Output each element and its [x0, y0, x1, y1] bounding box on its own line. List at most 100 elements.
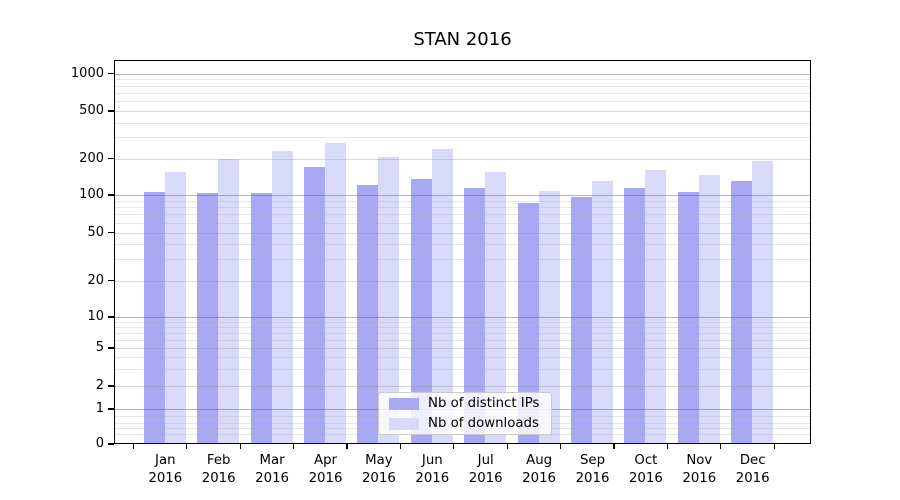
gridline-major — [114, 195, 811, 196]
plot-area — [114, 60, 811, 444]
y-tick-label: 10 — [87, 309, 104, 324]
gridline-minor — [114, 122, 811, 124]
x-tick — [186, 444, 188, 449]
gridline — [114, 232, 811, 234]
bar-downloads-apr — [325, 142, 346, 443]
gridline-minor — [114, 79, 811, 81]
y-tick — [108, 72, 114, 75]
legend-item-distinct-ips: Nb of distinct IPs — [389, 396, 541, 411]
y-tick — [108, 347, 114, 349]
y-tick-label: 5 — [95, 340, 104, 355]
legend-swatch-downloads — [389, 417, 419, 430]
x-tick-label-apr: Apr 2016 — [308, 453, 343, 486]
bar-downloads-jan — [164, 171, 186, 443]
x-tick-label-jan: Jan 2016 — [148, 453, 183, 486]
legend-label-distinct-ips: Nb of distinct IPs — [428, 396, 540, 411]
x-tick-label-mar: Mar 2016 — [255, 453, 290, 486]
y-tick — [108, 157, 114, 160]
x-tick — [613, 444, 615, 449]
legend-label-downloads: Nb of downloads — [428, 416, 539, 431]
y-tick-label: 50 — [87, 224, 104, 240]
x-tick — [453, 444, 455, 449]
y-tick-label: 1 — [95, 401, 104, 416]
y-tick — [108, 194, 114, 196]
gridline — [114, 158, 811, 160]
bar-ips-dec — [731, 181, 753, 443]
y-tick — [108, 231, 114, 234]
y-tick-label: 1000 — [70, 65, 104, 81]
x-tick-label-oct: Oct 2016 — [628, 453, 663, 486]
x-tick — [666, 444, 668, 449]
x-tick-label-aug: Aug 2016 — [522, 453, 557, 486]
bar-ips-jan — [143, 192, 165, 443]
gridline-minor — [114, 214, 811, 216]
y-tick — [108, 316, 114, 318]
y-tick-label: 20 — [87, 272, 104, 288]
x-tick-label-sep: Sep 2016 — [575, 453, 610, 486]
legend-swatch-distinct-ips — [389, 397, 419, 410]
bar-downloads-sep — [592, 181, 613, 443]
legend: Nb of distinct IPs Nb of downloads — [378, 392, 552, 435]
gridline-minor — [114, 85, 811, 87]
y-tick — [108, 279, 114, 282]
chart-title: STAN 2016 — [413, 29, 512, 50]
gridline — [114, 111, 811, 112]
bar-downloads-oct — [645, 170, 667, 443]
gridline-minor — [114, 321, 811, 323]
x-tick — [132, 444, 134, 449]
gridline-minor — [114, 137, 811, 139]
bar-downloads-jul — [485, 171, 507, 443]
gridline-minor — [114, 207, 811, 209]
gridline — [114, 386, 811, 387]
x-tick-label-dec: Dec 2016 — [735, 453, 770, 486]
bar-ips-aug — [517, 202, 539, 443]
y-tick-label: 2 — [95, 378, 104, 393]
bar-ips-feb — [197, 193, 219, 443]
bar-downloads-may — [378, 157, 400, 443]
bar-downloads-mar — [271, 150, 293, 443]
bar-ips-sep — [571, 196, 592, 443]
bar-ips-nov — [677, 191, 699, 443]
y-tick-label: 100 — [79, 187, 104, 202]
bar-ips-apr — [304, 167, 325, 443]
gridline — [114, 280, 811, 282]
gridline-minor — [114, 369, 811, 371]
gridline-minor — [114, 101, 811, 103]
x-tick — [239, 444, 241, 449]
x-tick-label-jul: Jul 2016 — [468, 453, 503, 486]
bar-ips-jul — [464, 188, 486, 443]
bar-ips-may — [357, 185, 379, 443]
bar-downloads-aug — [538, 191, 560, 443]
bar-downloads-dec — [752, 161, 774, 443]
gridline-major — [114, 317, 811, 318]
x-tick — [560, 444, 562, 449]
bar-ips-jun — [410, 179, 432, 443]
gridline-minor — [114, 332, 811, 334]
x-tick — [506, 444, 508, 449]
x-tick — [720, 444, 722, 449]
gridline-minor — [114, 357, 811, 359]
y-tick — [108, 443, 114, 445]
y-tick-label: 500 — [79, 103, 104, 118]
gridline-major — [114, 73, 811, 75]
gridline-minor — [114, 259, 811, 261]
x-tick-label-jun: Jun 2016 — [415, 453, 450, 486]
y-tick — [108, 110, 114, 112]
bar-ips-mar — [250, 192, 272, 443]
y-tick — [108, 408, 114, 410]
x-tick — [773, 444, 775, 449]
y-tick-label: 200 — [79, 150, 104, 166]
x-tick — [293, 444, 295, 449]
bar-downloads-jun — [431, 149, 453, 443]
bar-downloads-feb — [218, 159, 240, 443]
gridline-minor — [114, 326, 811, 328]
bar-downloads-nov — [698, 175, 720, 443]
x-tick — [346, 444, 348, 449]
gridline-minor — [114, 200, 811, 202]
y-tick-label: 0 — [95, 436, 104, 451]
y-tick — [108, 385, 114, 387]
gridline-minor — [114, 92, 811, 94]
x-tick — [399, 444, 401, 449]
legend-item-downloads: Nb of downloads — [389, 416, 541, 431]
